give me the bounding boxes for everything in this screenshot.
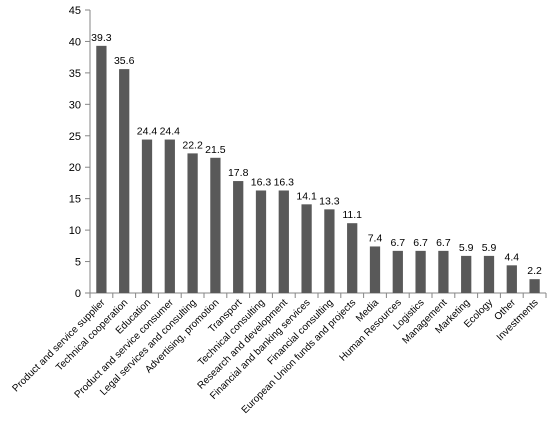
y-axis: 0 5 10 15 20 25 30 35 40 45	[69, 5, 91, 300]
data-label: 11.1	[342, 209, 362, 221]
bar	[392, 250, 403, 293]
y-tick-label: 15	[69, 194, 81, 206]
y-tick-label: 35	[69, 68, 81, 80]
data-label: 14.1	[296, 190, 317, 202]
data-label: 13.3	[319, 195, 340, 207]
bar	[233, 181, 244, 293]
y-tick-label: 10	[69, 225, 81, 237]
y-tick-label: 25	[69, 131, 81, 143]
data-label: 4.4	[504, 251, 519, 263]
bar	[369, 246, 381, 293]
y-tick-label: 0	[75, 288, 81, 300]
y-tick-label: 40	[69, 36, 81, 48]
bars	[96, 45, 540, 294]
data-label: 16.3	[251, 176, 272, 188]
data-label: 7.4	[368, 232, 383, 244]
bar	[164, 139, 175, 293]
bar	[301, 204, 312, 293]
data-label: 21.5	[205, 144, 226, 156]
x-axis	[89, 292, 547, 298]
data-label: 35.6	[114, 55, 135, 67]
data-label: 24.4	[160, 126, 181, 138]
data-label: 39.3	[91, 32, 112, 44]
bar	[529, 279, 540, 293]
bar	[187, 153, 198, 293]
data-label: 6.7	[413, 237, 428, 249]
bar	[347, 223, 358, 293]
bar	[415, 250, 426, 293]
data-label: 24.4	[137, 126, 158, 138]
data-label: 5.9	[482, 242, 497, 254]
data-label: 17.8	[228, 167, 249, 179]
y-tick-label: 20	[69, 162, 81, 174]
bar	[483, 255, 495, 293]
bar	[96, 45, 107, 294]
bar	[141, 139, 153, 293]
bar	[210, 157, 221, 293]
data-label: 6.7	[390, 237, 405, 249]
data-label: 6.7	[436, 237, 451, 249]
bar	[255, 190, 267, 293]
bar	[119, 69, 130, 293]
y-tick-label: 30	[69, 99, 81, 111]
bar	[461, 255, 472, 293]
data-labels: 39.335.624.4 24.422.2 21.517.816.3 16.314.1…	[91, 32, 542, 277]
y-tick-label: 5	[75, 257, 81, 269]
bar	[278, 190, 289, 293]
data-label: 22.2	[182, 139, 203, 151]
bar	[438, 250, 449, 293]
data-label: 16.3	[274, 176, 295, 188]
data-label: 5.9	[459, 242, 474, 254]
data-label: 2.2	[527, 265, 542, 277]
bar	[324, 209, 335, 293]
bar	[506, 265, 517, 293]
y-tick-label: 45	[69, 5, 81, 17]
